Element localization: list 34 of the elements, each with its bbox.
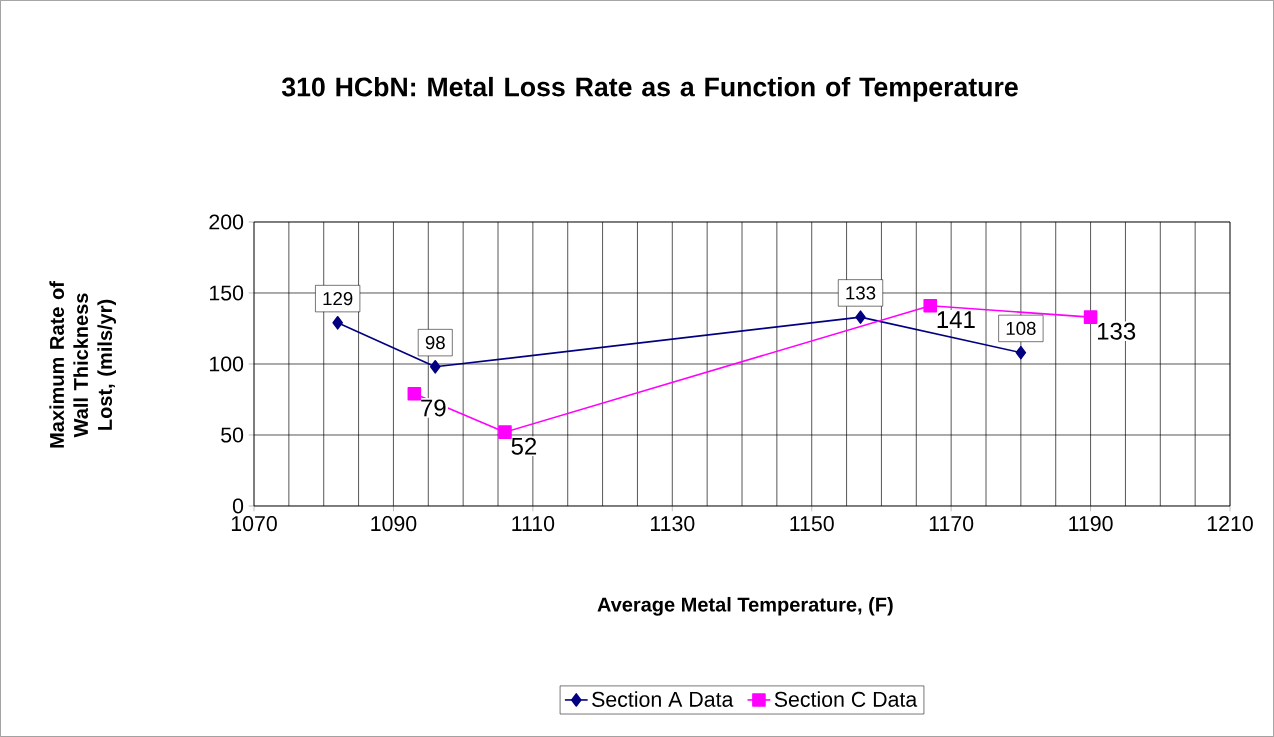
- data-label: 129: [323, 291, 353, 306]
- legend-label: Section C Data: [774, 691, 918, 707]
- data-label: 108: [1006, 321, 1036, 336]
- data-label: 52: [511, 437, 537, 455]
- x-tick-label: 1150: [790, 516, 834, 532]
- x-axis-title: Average Metal Temperature, (F): [597, 596, 893, 616]
- y-tick-label: 100: [210, 356, 244, 372]
- x-tick-label: 1090: [371, 516, 417, 532]
- data-label: 98: [425, 336, 445, 350]
- data-label: 133: [1098, 322, 1136, 340]
- y-tick-label: 0: [232, 498, 244, 514]
- point: [1083, 310, 1098, 324]
- y-tick-label: 50: [221, 427, 244, 443]
- point: [855, 310, 866, 324]
- y-axis-title: Maximum Rate of Wall Thickness Lost, (mils/yr): [49, 281, 116, 448]
- x-tick-label: 1130: [650, 516, 695, 532]
- point: [332, 316, 343, 330]
- x-tick-label: 1110: [512, 516, 555, 532]
- legend-label: Section A Data: [592, 691, 734, 707]
- chart-title: 310 HCbN: Metal Loss Rate as a Function of Temperature: [281, 76, 1018, 102]
- point: [498, 425, 512, 439]
- x-tick-label: 1170: [929, 516, 974, 532]
- point: [923, 298, 938, 313]
- data-label: 79: [421, 399, 446, 417]
- data-label: 133: [846, 286, 876, 300]
- y-tick-label: 150: [210, 285, 244, 301]
- point: [429, 360, 441, 374]
- point: [407, 387, 422, 401]
- y-tick-label: 200: [209, 214, 244, 230]
- x-tick-label: 1070: [231, 516, 277, 532]
- x-tick-label: 1190: [1069, 516, 1113, 532]
- point: [1015, 345, 1027, 360]
- x-tick-label: 1210: [1207, 516, 1253, 532]
- data-label: 141: [937, 311, 975, 328]
